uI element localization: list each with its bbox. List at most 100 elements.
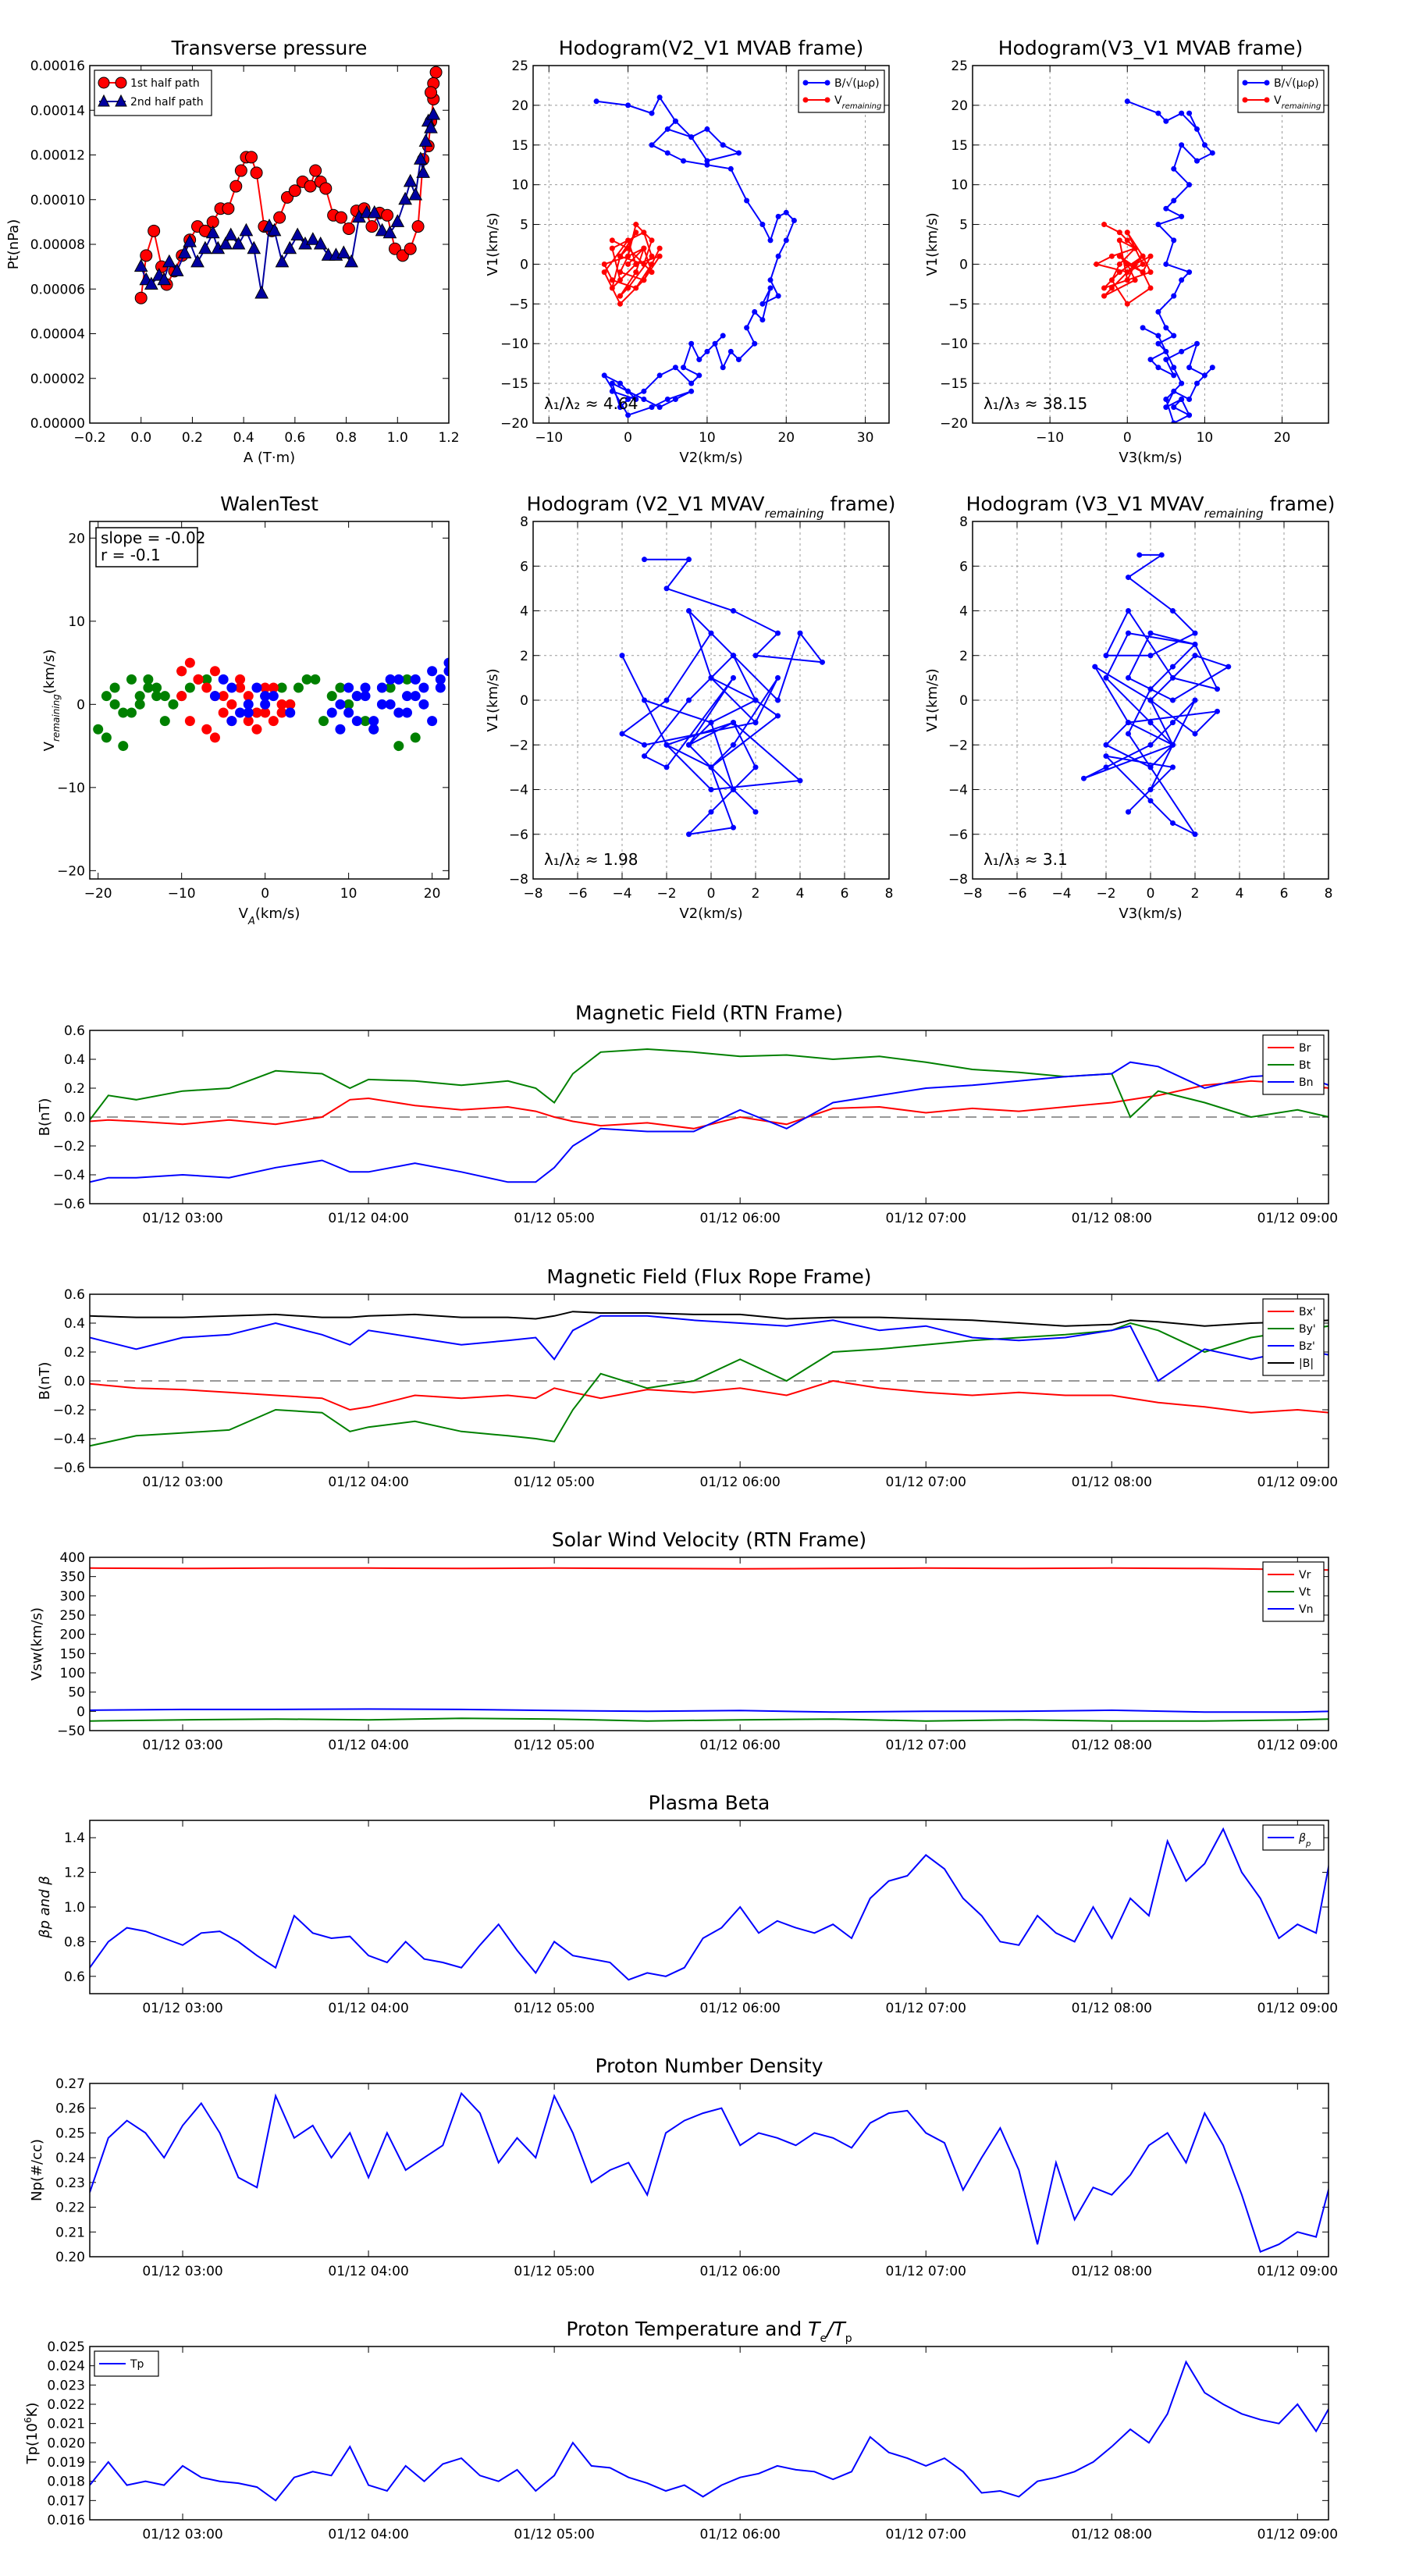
x-tick-label: 0.2 <box>182 430 203 446</box>
data-point <box>276 707 287 718</box>
data-point <box>1201 142 1208 148</box>
x-tick-label: −10 <box>168 886 196 902</box>
y-tick-label: 0.023 <box>47 2378 85 2393</box>
data-point <box>1147 357 1154 363</box>
y-tick-label: 0 <box>76 1704 85 1720</box>
chart-title: Magnetic Field (RTN Frame) <box>575 1002 843 1024</box>
series-line-Bz <box>90 1315 1329 1382</box>
data-point <box>1170 674 1176 681</box>
data-point <box>609 285 615 291</box>
data-point <box>593 98 599 105</box>
data-point <box>641 277 647 283</box>
data-point <box>1171 333 1177 339</box>
x-tick-label: 01/12 06:00 <box>699 1211 780 1226</box>
data-point <box>1140 269 1146 276</box>
chart-title: Transverse pressure <box>171 37 368 59</box>
data-point <box>335 211 347 224</box>
data-point <box>1124 229 1130 236</box>
legend-marker <box>824 80 831 86</box>
data-point <box>731 608 736 614</box>
data-point <box>342 222 355 235</box>
chart-np: Proton Number Density 0.20 0.21 0.22 0.23 0.2… <box>29 2055 1338 2279</box>
data-point <box>1140 253 1146 259</box>
x-axis-label: V2(km/s) <box>679 906 742 922</box>
chart-title: Proton Temperature and Te/Tp <box>566 2318 852 2345</box>
y-tick-label: 0 <box>76 697 85 713</box>
data-point <box>1136 552 1143 558</box>
data-point <box>1201 372 1208 379</box>
x-tick-label: 01/12 03:00 <box>142 1475 222 1490</box>
legend-label: Vr <box>1299 1569 1311 1582</box>
legend-marker <box>98 76 110 89</box>
y-tick-label: 0.021 <box>47 2417 85 2432</box>
data-point <box>176 691 187 702</box>
y-tick-label: −0.6 <box>53 1197 85 1212</box>
y-tick-label: 1.2 <box>64 1866 85 1881</box>
legend-marker <box>98 94 110 107</box>
chart-tp: Transverse pressure 0.00000 0.00002 0.00004… <box>5 37 460 466</box>
data-point <box>1147 253 1154 259</box>
legend-marker <box>1242 97 1248 103</box>
data-point <box>1108 253 1115 259</box>
y-tick-label: 0.4 <box>64 1316 85 1332</box>
data-point <box>1116 229 1122 236</box>
data-point <box>1163 396 1169 402</box>
series-line-Vt <box>90 1717 1329 1722</box>
data-point <box>288 184 301 197</box>
data-point <box>609 388 615 394</box>
data-point <box>109 699 120 710</box>
data-point <box>222 202 235 215</box>
data-point <box>268 682 279 693</box>
data-point <box>267 222 282 237</box>
data-point <box>1171 237 1177 244</box>
data-point <box>336 245 351 258</box>
data-point <box>1094 261 1100 267</box>
legend-label: Vt <box>1299 1586 1311 1599</box>
x-axis-label: V3(km/s) <box>1119 450 1182 466</box>
x-tick-label: 01/12 08:00 <box>1072 2001 1152 2016</box>
series-line-0 <box>90 2091 1329 2254</box>
plot-area <box>90 1048 1329 1183</box>
data-point <box>601 269 607 276</box>
data-point <box>1103 764 1109 770</box>
data-point <box>1126 731 1131 737</box>
legend-label: |B| <box>1299 1357 1314 1370</box>
legend: Br Bt Bn <box>1262 1034 1325 1095</box>
data-point <box>235 674 246 685</box>
y-tick-label: 0 <box>520 693 528 709</box>
plot-area <box>1081 552 1232 838</box>
data-point <box>775 674 781 681</box>
data-point <box>1132 261 1138 267</box>
data-point <box>731 742 736 748</box>
data-point <box>720 365 726 371</box>
ratio-annotation: λ₁/λ₃ ≈ 38.15 <box>984 394 1087 413</box>
data-point <box>223 227 238 241</box>
y-tick-label: −20 <box>940 416 968 432</box>
data-point <box>247 240 261 254</box>
data-point <box>1192 731 1198 737</box>
data-point <box>229 180 243 193</box>
y-tick-label: 250 <box>60 1608 85 1624</box>
data-point <box>243 699 254 710</box>
data-point <box>672 118 678 124</box>
data-point <box>402 707 413 718</box>
data-point <box>1147 630 1154 636</box>
y-tick-label: −2 <box>948 738 968 753</box>
data-point <box>1163 118 1169 124</box>
data-point <box>649 404 655 411</box>
x-tick-label: 01/12 09:00 <box>1257 2264 1338 2279</box>
y-tick-label: 0.2 <box>64 1081 85 1097</box>
series-line-B <box>90 1311 1329 1327</box>
data-point <box>235 682 246 693</box>
data-point <box>243 707 254 718</box>
data-point <box>1147 686 1154 692</box>
x-tick-label: 01/12 09:00 <box>1257 2001 1338 2016</box>
data-point <box>625 245 631 251</box>
data-point <box>642 697 647 703</box>
x-tick-label: −4 <box>612 886 631 902</box>
y-tick-label: 0.0 <box>64 1374 85 1389</box>
data-point <box>1179 213 1185 219</box>
data-point <box>268 716 279 727</box>
legend-box <box>1237 69 1325 113</box>
data-point <box>775 697 781 703</box>
